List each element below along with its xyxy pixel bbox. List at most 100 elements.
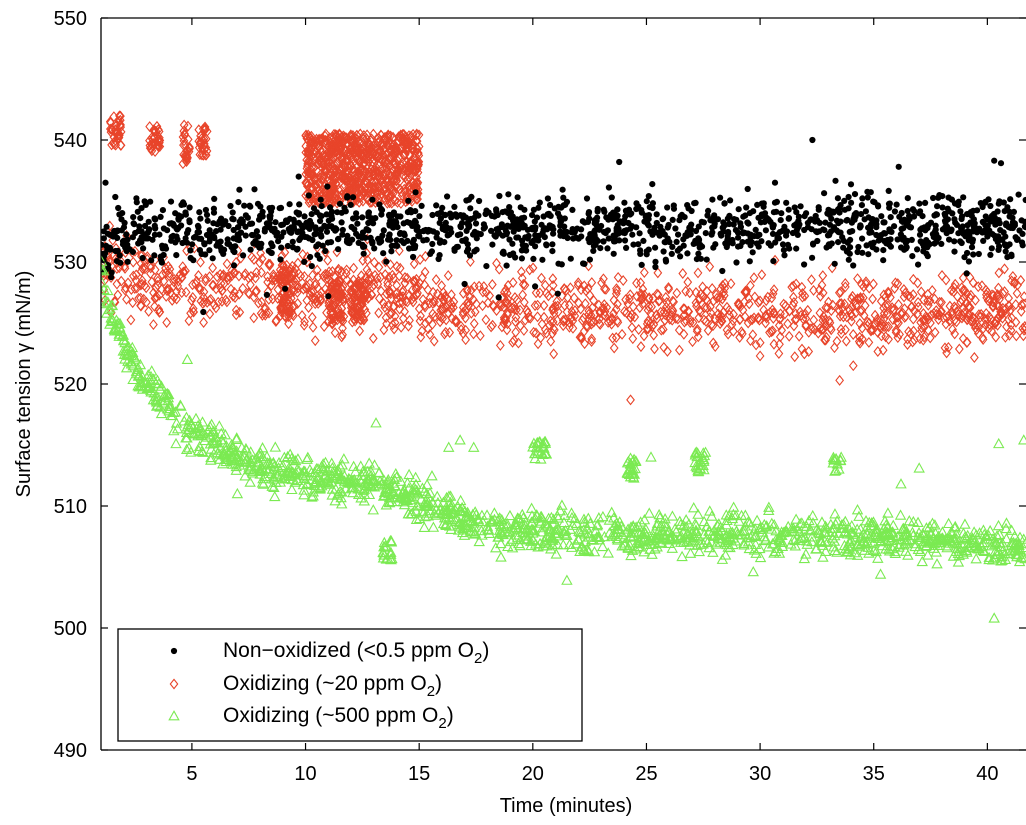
data-point [544, 290, 553, 302]
data-point [801, 261, 808, 268]
data-point [951, 248, 958, 255]
data-point [215, 239, 222, 246]
data-point [365, 209, 372, 216]
data-point [944, 205, 951, 212]
data-point [385, 160, 395, 172]
data-point [461, 280, 468, 288]
data-point [226, 283, 236, 295]
data-point [605, 184, 613, 191]
data-point [519, 296, 529, 308]
data-point [625, 293, 634, 305]
data-point [108, 137, 118, 149]
data-point [535, 237, 542, 244]
data-point [263, 291, 270, 298]
data-point [533, 214, 541, 221]
data-point [840, 244, 847, 251]
data-point [321, 167, 331, 179]
data-point [418, 202, 425, 209]
data-point [606, 530, 618, 541]
data-point [643, 198, 650, 205]
data-point [560, 194, 567, 201]
data-point [763, 291, 773, 303]
data-point [303, 219, 310, 226]
data-point [991, 157, 998, 164]
data-point [268, 249, 275, 257]
data-point [395, 297, 404, 309]
data-point [644, 293, 654, 305]
data-point [883, 240, 890, 247]
data-point [355, 189, 365, 201]
data-point [386, 222, 393, 229]
data-point [532, 283, 539, 290]
data-point [224, 236, 231, 243]
data-point [328, 189, 338, 201]
data-point [973, 527, 986, 538]
data-point [954, 309, 964, 321]
data-point [569, 206, 576, 213]
data-point [540, 213, 547, 220]
data-point [749, 272, 759, 284]
data-point [930, 293, 939, 305]
data-point [603, 214, 610, 221]
data-point [987, 251, 994, 258]
data-point [429, 295, 438, 307]
data-point [180, 199, 187, 206]
data-point [1020, 320, 1026, 332]
data-point [441, 326, 451, 338]
data-point [839, 234, 846, 241]
data-point [951, 216, 958, 223]
data-point [785, 305, 794, 317]
data-point [702, 230, 709, 237]
data-point [314, 133, 324, 145]
data-point [997, 227, 1004, 234]
data-point [299, 283, 308, 295]
data-point [407, 293, 417, 305]
data-point [533, 311, 542, 323]
data-point [206, 238, 213, 245]
data-point [506, 204, 513, 211]
data-point [202, 206, 209, 214]
data-point [609, 342, 619, 354]
data-point [451, 203, 458, 210]
data-point [371, 245, 378, 252]
data-point [916, 200, 923, 207]
data-point [447, 299, 457, 311]
data-point [780, 247, 788, 254]
data-point [693, 331, 703, 343]
data-point [833, 217, 841, 224]
data-point [906, 216, 913, 223]
data-point [216, 218, 223, 225]
data-point [662, 305, 672, 317]
data-point [587, 277, 597, 289]
data-point [867, 224, 874, 232]
data-point [816, 290, 825, 302]
data-point [310, 298, 320, 310]
data-point [850, 262, 857, 269]
data-point [868, 324, 878, 336]
data-point [684, 250, 691, 257]
data-point [244, 214, 251, 221]
data-point [240, 252, 247, 259]
data-point [983, 286, 992, 298]
data-point [649, 329, 659, 341]
data-point [684, 229, 691, 236]
data-point [281, 290, 291, 302]
data-point [318, 465, 330, 477]
data-point [747, 231, 754, 238]
data-point [733, 216, 740, 223]
data-point [919, 331, 929, 343]
data-point [628, 301, 638, 313]
data-point [199, 316, 209, 328]
data-point [633, 200, 640, 207]
data-point [1018, 322, 1026, 334]
data-point [763, 214, 770, 221]
data-point [664, 283, 674, 295]
data-point [605, 315, 615, 327]
data-point [302, 180, 312, 192]
data-point [128, 256, 138, 268]
data-point [858, 292, 868, 304]
data-point [978, 334, 988, 346]
data-point [611, 236, 618, 243]
data-point [667, 314, 677, 326]
